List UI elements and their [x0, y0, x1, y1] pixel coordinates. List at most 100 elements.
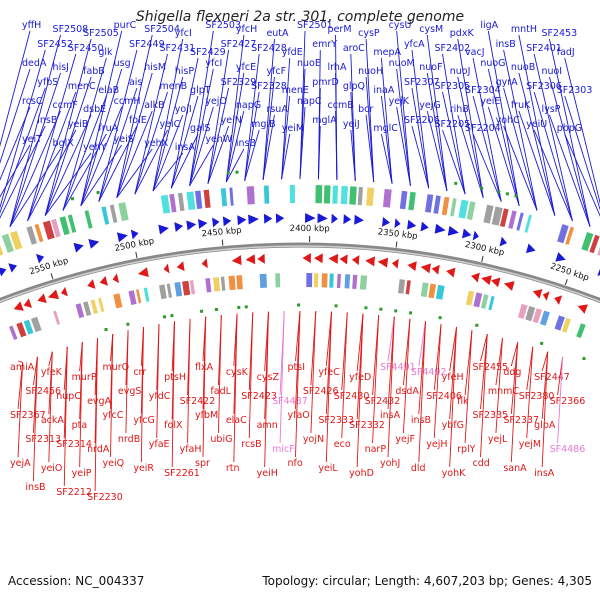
reverse-marker — [237, 305, 241, 309]
forward-gene-leader — [472, 133, 502, 202]
forward-cog-block — [246, 186, 255, 205]
reverse-arrow — [99, 276, 108, 286]
reverse-cog-block — [128, 290, 137, 306]
forward-gene-label: yehY — [83, 142, 106, 153]
forward-gene-leader — [9, 72, 61, 227]
reverse-gene-label: rcsB — [241, 439, 261, 450]
reverse-gene-label: insA — [534, 468, 555, 479]
reverse-cog-block — [30, 316, 42, 333]
forward-cog-block — [399, 190, 408, 210]
forward-gene-leader — [426, 34, 448, 192]
reverse-cog-block — [213, 277, 221, 292]
reverse-gene-leader — [325, 311, 332, 463]
reverse-arrow — [201, 258, 208, 269]
reverse-arrow — [23, 298, 33, 308]
forward-gene-label: yeiC — [160, 119, 181, 130]
reverse-cog-block — [525, 306, 536, 322]
forward-gene-label: insA — [175, 142, 196, 153]
forward-cog-block — [315, 185, 323, 204]
forward-cog-block — [508, 210, 517, 229]
forward-gene-label: yeiU — [526, 119, 547, 130]
forward-gene-leader — [503, 87, 538, 211]
reverse-gene-label: SF2380 — [519, 391, 555, 402]
forward-gene-leader — [518, 72, 556, 216]
forward-cog-block — [581, 232, 594, 252]
forward-gene-leader — [518, 110, 556, 216]
reverse-gene-callouts: amiAyfeKmurPmurQcrrptsHflxAcysKcysZptsIy… — [10, 310, 585, 503]
forward-gene-label: yfcI — [205, 58, 222, 69]
forward-arrow — [499, 236, 507, 247]
forward-gene-leader — [244, 53, 260, 181]
reverse-gene-label: yejH — [426, 439, 447, 450]
forward-gene-label: SF2431 — [160, 43, 196, 54]
forward-gene-leader — [503, 49, 538, 211]
reverse-gene-label: yejA — [10, 458, 31, 469]
reverse-arrow — [257, 253, 265, 264]
forward-gene-label: mepA — [373, 47, 401, 58]
forward-gene-leader — [170, 133, 199, 189]
forward-gene-leader — [426, 72, 448, 192]
forward-arrow — [331, 213, 338, 224]
forward-gene-leader — [44, 38, 92, 216]
reverse-cog-block — [220, 276, 226, 291]
forward-gene-label: dsbE — [83, 104, 106, 115]
forward-arrow — [73, 242, 84, 253]
reverse-cog-block — [275, 273, 281, 288]
forward-gene-label: gyrA — [496, 77, 519, 88]
tick-mark — [564, 279, 568, 286]
forward-gene-leader — [365, 38, 375, 183]
reverse-arrow — [420, 263, 431, 274]
forward-cog-block — [366, 187, 375, 206]
reverse-gene-label: yeiR — [133, 463, 154, 474]
forward-gene-leader — [549, 38, 591, 227]
reverse-gene-leader — [480, 333, 488, 362]
forward-gene-leader — [134, 53, 168, 195]
forward-cog-block — [597, 247, 600, 256]
tick-label: 2300 kbp — [464, 240, 505, 258]
forward-cog-block — [383, 188, 392, 208]
forward-gene-label: mglA — [312, 115, 337, 126]
forward-marker — [454, 181, 458, 185]
reverse-gene-leader — [32, 356, 38, 482]
forward-gene-leader — [281, 133, 291, 180]
forward-gene-leader — [152, 114, 184, 192]
reverse-arrow — [37, 293, 47, 303]
reverse-cog-block — [576, 323, 586, 339]
forward-gene-label: SF2450 — [68, 43, 104, 54]
forward-gene-leader — [457, 76, 484, 198]
reverse-marker — [214, 307, 218, 311]
forward-gene-label: yojI — [175, 104, 192, 115]
forward-cog-block — [441, 196, 450, 216]
reverse-gene-label: yohJ — [380, 458, 400, 469]
forward-gene-label: rihB — [450, 104, 469, 115]
reverse-gene-leader — [341, 312, 348, 439]
forward-arrow — [158, 224, 169, 235]
reverse-gene-leader — [248, 312, 254, 439]
reverse-arrow — [339, 254, 348, 265]
reverse-gene-label: rplY — [457, 444, 476, 455]
forward-gene-leader — [189, 106, 214, 186]
forward-gene-label: SF2503 — [205, 20, 241, 31]
forward-gene-label: hisM — [144, 62, 166, 73]
forward-marker — [70, 197, 74, 201]
reverse-arrow — [137, 267, 149, 278]
reverse-arrow — [503, 281, 515, 291]
reverse-gene-label: fadL — [210, 386, 231, 397]
reverse-cog-block — [397, 279, 406, 294]
forward-gene-label: SF2304 — [465, 85, 501, 96]
reverse-cog-block — [158, 284, 167, 300]
forward-gene-label: vacJ — [465, 47, 484, 58]
reverse-gene-leader — [418, 321, 426, 463]
reverse-arrow — [112, 273, 120, 284]
reverse-arrow — [542, 291, 550, 301]
reverse-arrow — [491, 277, 501, 288]
forward-cog-block — [589, 234, 600, 254]
reverse-arrow — [554, 295, 563, 305]
forward-gene-leader — [549, 114, 591, 227]
forward-cog-block — [67, 214, 77, 233]
forward-gene-leader — [503, 125, 538, 211]
reverse-gene-leader — [295, 310, 301, 458]
forward-gene-label: insB — [37, 115, 57, 126]
